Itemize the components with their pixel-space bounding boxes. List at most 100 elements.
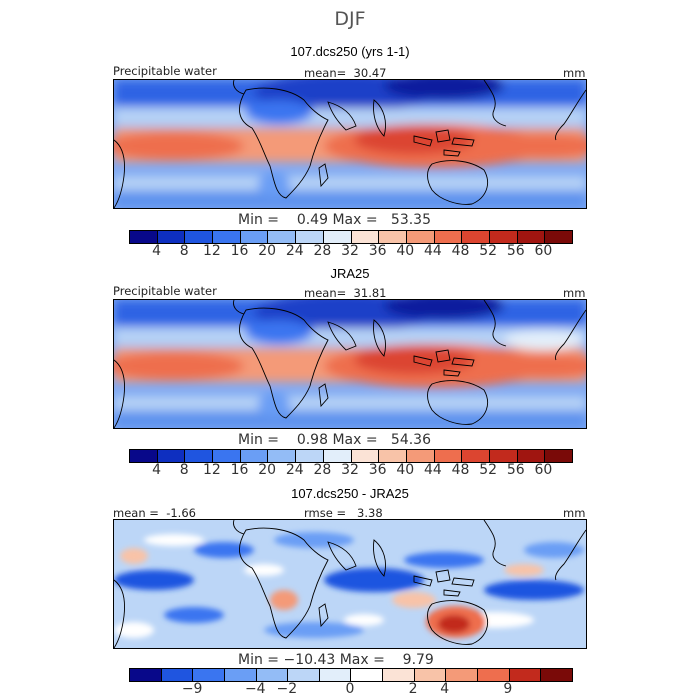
colorbar-tick-label: 12 xyxy=(202,243,221,259)
panel-2-map xyxy=(113,299,587,429)
colorbar-tick-label: 4 xyxy=(152,243,162,259)
colorbar-swatch xyxy=(319,669,352,681)
panel-3-rmse-label: rmse = 3.38 xyxy=(304,506,383,520)
colorbar-swatch xyxy=(130,231,158,243)
colorbar-tick-label: 32 xyxy=(341,462,359,478)
panel-1-mean-label: mean= 30.47 xyxy=(304,66,387,80)
panel-2-colorbar xyxy=(129,449,573,463)
colorbar-tick-label: 44 xyxy=(423,243,442,259)
colorbar-tick-label: −2 xyxy=(276,681,298,697)
colorbar-swatch xyxy=(489,231,518,243)
colorbar-swatch xyxy=(414,669,447,681)
colorbar-swatch xyxy=(130,450,158,462)
colorbar-tick-label: 9 xyxy=(503,681,513,697)
colorbar-swatch xyxy=(379,450,407,462)
colorbar-tick-label: 52 xyxy=(479,243,498,259)
colorbar-tick-label: 0 xyxy=(345,681,355,697)
colorbar-swatch xyxy=(406,231,435,243)
colorbar-tick-label: 60 xyxy=(534,462,553,478)
colorbar-tick-label: 16 xyxy=(230,462,249,478)
colorbar-tick-label: 56 xyxy=(506,462,525,478)
colorbar-swatch xyxy=(351,669,384,681)
panel-3-map xyxy=(113,519,587,649)
colorbar-tick-label: 20 xyxy=(258,243,277,259)
panel-1-colorbar-ticks: 4 8 12 16 20 24 28 32 36 40 44 48 52 56 60 xyxy=(129,243,571,261)
colorbar-tick-label: 24 xyxy=(285,462,304,478)
colorbar-swatch xyxy=(351,231,380,243)
colorbar-swatch xyxy=(240,231,269,243)
colorbar-tick-label: 24 xyxy=(285,243,304,259)
colorbar-swatch xyxy=(383,669,415,681)
panel-3-minmax: Min = −10.43 Max = 9.79 xyxy=(238,652,434,668)
colorbar-swatch xyxy=(157,450,186,462)
colorbar-tick-label: 8 xyxy=(179,462,189,478)
coastlines xyxy=(114,80,586,208)
colorbar-tick-label: 4 xyxy=(152,462,162,478)
colorbar-swatch xyxy=(288,669,320,681)
colorbar-tick-label: 40 xyxy=(396,243,415,259)
panel-1-subtitle: 107.dcs250 (yrs 1-1) xyxy=(290,44,410,59)
colorbar-tick-label: 4 xyxy=(440,681,450,697)
colorbar-swatch xyxy=(185,231,214,243)
panel-2-variable-label: Precipitable water xyxy=(113,284,217,298)
colorbar-tick-label: 48 xyxy=(451,462,470,478)
panel-2-minmax: Min = 0.98 Max = 54.36 xyxy=(238,432,431,448)
colorbar-swatch xyxy=(517,231,546,243)
panel-1-colorbar xyxy=(129,230,573,244)
colorbar-swatch xyxy=(379,231,407,243)
colorbar-swatch xyxy=(213,231,241,243)
figure-title: DJF xyxy=(334,8,366,30)
colorbar-swatch xyxy=(434,450,463,462)
coastlines xyxy=(114,300,586,428)
panel-1-map xyxy=(113,79,587,209)
panel-1-minmax: Min = 0.49 Max = 53.35 xyxy=(238,212,431,228)
colorbar-swatch xyxy=(462,450,490,462)
panel-1-variable-label: Precipitable water xyxy=(113,64,217,78)
colorbar-swatch xyxy=(213,450,241,462)
colorbar-swatch xyxy=(268,231,297,243)
colorbar-swatch xyxy=(545,231,572,243)
colorbar-swatch xyxy=(406,450,435,462)
colorbar-tick-label: 12 xyxy=(202,462,221,478)
colorbar-tick-label: 28 xyxy=(313,462,332,478)
panel-3-mean-label: mean = -1.66 xyxy=(113,506,196,520)
colorbar-tick-label: 20 xyxy=(258,462,277,478)
colorbar-tick-label: 52 xyxy=(479,462,498,478)
colorbar-tick-label: −4 xyxy=(244,681,266,697)
colorbar-swatch xyxy=(130,669,162,681)
colorbar-tick-label: 36 xyxy=(368,462,387,478)
colorbar-swatch xyxy=(517,450,546,462)
colorbar-tick-label: 44 xyxy=(423,462,442,478)
colorbar-swatch xyxy=(161,669,194,681)
colorbar-tick-label: −9 xyxy=(181,681,203,697)
colorbar-tick-label: 56 xyxy=(506,243,525,259)
colorbar-swatch xyxy=(185,450,214,462)
colorbar-swatch xyxy=(256,669,289,681)
colorbar-swatch xyxy=(545,450,572,462)
panel-3-subtitle: 107.dcs250 - JRA25 xyxy=(291,486,409,501)
map-diff-field xyxy=(114,520,586,648)
colorbar-tick-label: 8 xyxy=(179,243,189,259)
colorbar-swatch xyxy=(157,231,186,243)
panel-1-units-label: mm xyxy=(563,66,586,80)
colorbar-swatch xyxy=(509,669,542,681)
map-field xyxy=(114,80,586,208)
panel-2-colorbar-ticks: 4 8 12 16 20 24 28 32 36 40 44 48 52 56 60 xyxy=(129,462,571,480)
panel-3-colorbar-ticks: −9 −4 −2 0 2 4 9 xyxy=(129,681,571,699)
colorbar-tick-label: 48 xyxy=(451,243,470,259)
colorbar-swatch xyxy=(193,669,225,681)
colorbar-swatch xyxy=(351,450,380,462)
colorbar-swatch xyxy=(489,450,518,462)
panel-3-colorbar xyxy=(129,668,573,682)
coastlines xyxy=(114,520,586,648)
colorbar-swatch xyxy=(446,669,479,681)
colorbar-swatch xyxy=(434,231,463,243)
colorbar-swatch xyxy=(462,231,490,243)
panel-2-units-label: mm xyxy=(563,286,586,300)
colorbar-swatch xyxy=(268,450,297,462)
colorbar-tick-label: 28 xyxy=(313,243,332,259)
map-field xyxy=(114,300,586,428)
colorbar-tick-label: 16 xyxy=(230,243,249,259)
colorbar-tick-label: 36 xyxy=(368,243,387,259)
colorbar-tick-label: 2 xyxy=(408,681,418,697)
